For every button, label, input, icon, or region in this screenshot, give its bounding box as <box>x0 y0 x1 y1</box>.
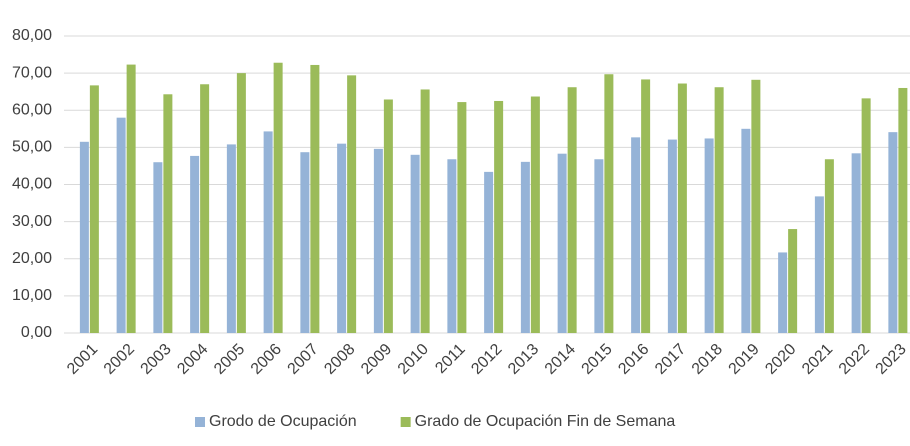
x-tick-label: 2014 <box>542 341 579 378</box>
bar <box>557 153 567 333</box>
bar <box>347 75 357 333</box>
x-tick-label: 2012 <box>468 341 505 378</box>
bar <box>667 139 677 333</box>
bar <box>751 79 761 334</box>
y-tick-label: 40,00 <box>12 176 52 193</box>
legend-swatch <box>195 417 205 427</box>
x-tick-label: 2020 <box>762 341 799 378</box>
legend-label: Grodo de Ocupación <box>209 413 357 430</box>
bar <box>310 64 320 334</box>
bar <box>126 64 136 334</box>
bar <box>778 252 788 333</box>
bar <box>236 73 246 333</box>
y-tick-label: 70,00 <box>12 64 52 81</box>
y-tick-label: 20,00 <box>12 250 52 267</box>
bar <box>677 83 687 334</box>
x-tick-label: 2017 <box>652 341 689 378</box>
bar <box>888 132 898 333</box>
x-tick-label: 2016 <box>615 341 652 378</box>
bar <box>153 162 163 333</box>
bar <box>494 100 504 333</box>
bar <box>79 141 89 333</box>
bar <box>163 94 173 333</box>
bar <box>410 154 420 333</box>
x-tick-label: 2003 <box>137 341 174 378</box>
bar <box>567 87 577 333</box>
x-tick-label: 2023 <box>872 341 909 378</box>
bar <box>263 131 273 333</box>
x-tick-label: 2011 <box>432 341 468 377</box>
x-tick-label: 2009 <box>358 341 395 378</box>
bar <box>861 98 871 334</box>
x-tick-label: 2004 <box>174 341 211 378</box>
bar <box>851 153 861 333</box>
bar <box>898 87 908 333</box>
x-tick-label: 2015 <box>578 341 615 378</box>
bar <box>420 89 430 334</box>
bar <box>337 143 347 333</box>
bar <box>714 87 724 333</box>
bar <box>226 144 236 333</box>
bar <box>594 159 604 333</box>
x-tick-label: 2002 <box>101 341 138 378</box>
bar <box>190 155 200 333</box>
x-tick-label: 2007 <box>284 341 321 378</box>
x-tick-label: 2021 <box>799 341 836 378</box>
x-tick-label: 2010 <box>395 341 432 378</box>
bar <box>604 74 614 334</box>
y-tick-label: 10,00 <box>12 287 52 304</box>
y-tick-label: 0,00 <box>21 324 52 341</box>
x-tick-label: 2001 <box>64 341 101 378</box>
x-tick-label: 2008 <box>321 341 358 378</box>
bar <box>457 102 467 334</box>
y-tick-label: 80,00 <box>12 27 52 44</box>
bar <box>530 96 540 333</box>
bar <box>631 137 641 333</box>
bar <box>641 79 651 333</box>
bar <box>484 171 494 333</box>
legend-label: Grado de Ocupación Fin de Semana <box>415 413 676 430</box>
x-tick-label: 2022 <box>836 341 873 378</box>
x-tick-label: 2018 <box>689 341 726 378</box>
bar <box>373 148 383 333</box>
bar <box>520 161 530 333</box>
bar <box>200 84 210 333</box>
legend-swatch <box>400 417 411 427</box>
bar <box>116 117 126 333</box>
x-tick-label: 2005 <box>211 341 248 378</box>
bar <box>741 128 751 333</box>
bar <box>704 138 714 333</box>
bar <box>89 85 99 333</box>
y-tick-label: 30,00 <box>12 213 52 230</box>
x-tick-label: 2013 <box>505 341 542 378</box>
bar <box>447 159 457 333</box>
bar <box>300 152 310 333</box>
bar <box>814 196 824 333</box>
bar <box>383 99 393 333</box>
bar <box>788 229 798 333</box>
bar <box>273 62 283 333</box>
y-tick-label: 50,00 <box>12 139 52 156</box>
x-tick-label: 2006 <box>248 341 285 378</box>
bar <box>824 159 834 333</box>
y-tick-label: 60,00 <box>12 101 52 118</box>
x-tick-label: 2019 <box>725 341 762 378</box>
